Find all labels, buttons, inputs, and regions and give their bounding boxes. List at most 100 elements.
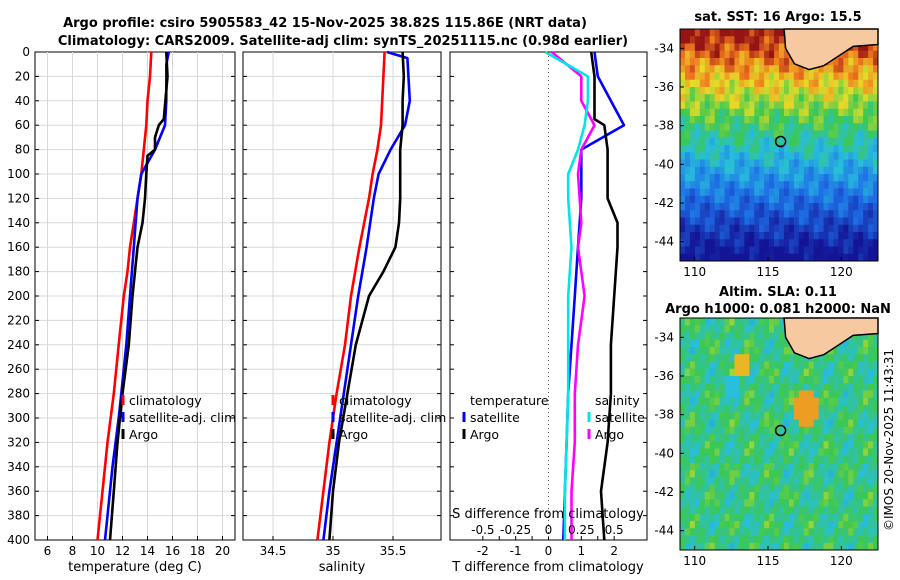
map-cell — [694, 253, 701, 262]
map-cell — [764, 405, 770, 413]
map-cell — [739, 354, 745, 362]
map-cell — [833, 224, 839, 233]
map-cell — [704, 29, 711, 37]
map-cell — [754, 477, 760, 486]
map-cell — [739, 159, 745, 168]
map-cell — [729, 426, 735, 435]
map-cell — [729, 441, 735, 449]
map-cell — [788, 94, 795, 102]
map-cell — [724, 87, 730, 95]
map-cell — [729, 65, 735, 73]
map-cell — [833, 535, 839, 544]
map-cell — [838, 101, 844, 110]
map-cell — [868, 174, 874, 182]
map-cell — [724, 137, 730, 146]
map-cell — [868, 477, 874, 486]
map-cell — [729, 412, 735, 420]
map-cell — [749, 535, 755, 544]
map-cell — [754, 36, 760, 44]
map-cell — [783, 232, 790, 240]
map-cell — [689, 368, 696, 377]
sst-map-title: sat. SST: 16 Argo: 15.5 — [694, 10, 861, 25]
map-cell — [754, 332, 760, 341]
map-cell — [808, 470, 815, 478]
map-cell — [798, 246, 805, 255]
map-cell — [828, 412, 834, 420]
map-cell — [803, 203, 810, 211]
map-cell — [759, 339, 765, 348]
map-cell — [843, 426, 849, 435]
map-cell — [714, 246, 720, 255]
sst-map: 110 115 120-34-36-38-40-42-44 — [654, 28, 879, 279]
map-cell — [724, 383, 730, 391]
map-cell — [853, 224, 859, 233]
map-cell — [779, 116, 785, 124]
map-cell — [833, 405, 839, 413]
map-cell — [694, 325, 701, 333]
map-cell — [818, 217, 824, 226]
map-cell — [734, 463, 740, 471]
map-cell — [684, 397, 691, 406]
map-cell — [719, 137, 725, 146]
map-cell — [803, 130, 810, 139]
map-cell — [774, 181, 780, 189]
map-cell — [813, 152, 819, 160]
map-cell — [689, 232, 696, 240]
map-cell — [838, 347, 844, 355]
map-cell — [694, 426, 701, 435]
map-cell — [749, 405, 755, 413]
map-cell — [704, 130, 711, 139]
map-cell — [813, 239, 819, 247]
map-cell — [764, 412, 770, 420]
map-cell — [863, 137, 869, 146]
map-cell — [779, 499, 785, 507]
map-cell — [684, 224, 691, 233]
map-cell — [779, 232, 785, 240]
map-cell — [813, 210, 819, 218]
map-cell — [694, 195, 701, 204]
map-cell — [689, 412, 696, 420]
map-cell — [843, 434, 849, 442]
map-cell — [779, 101, 785, 110]
map-cell — [759, 203, 765, 211]
map-cell — [699, 463, 706, 471]
map-cell — [813, 419, 819, 428]
legend-label: satellite — [595, 410, 645, 425]
map-cell — [749, 390, 755, 399]
map-cell — [774, 412, 780, 420]
map-cell — [739, 477, 745, 486]
map-cell — [709, 470, 716, 478]
map-cell — [838, 116, 844, 124]
map-cell — [818, 426, 824, 435]
map-cell — [853, 441, 859, 449]
map-cell — [873, 152, 879, 160]
map-cell — [798, 463, 805, 471]
map-cell — [729, 361, 735, 370]
map-cell — [769, 166, 775, 175]
map-cell — [803, 368, 810, 377]
map-cell — [848, 484, 854, 493]
map-cell — [769, 29, 775, 37]
map-cell — [793, 390, 800, 399]
map-cell — [774, 455, 780, 464]
map-cell — [754, 253, 760, 262]
map-cell — [793, 405, 800, 413]
map-cell — [680, 108, 686, 117]
map-cell — [694, 318, 701, 326]
map-cell — [828, 354, 834, 362]
map-cell — [739, 318, 745, 326]
x-tick-label: 20 — [215, 544, 230, 558]
map-cell — [858, 224, 864, 233]
map-cell — [734, 137, 740, 146]
map-cell — [873, 166, 879, 175]
title-line2: Climatology: CARS2009. Satellite-adj cli… — [58, 34, 628, 49]
map-cell — [863, 108, 869, 117]
map-cell — [853, 542, 859, 551]
map-cell — [764, 499, 770, 507]
map-cell — [774, 434, 780, 442]
map-cell — [788, 383, 795, 391]
map-cell — [680, 528, 686, 536]
map-cell — [853, 166, 859, 175]
map-cell — [709, 50, 716, 59]
map-cell — [759, 123, 765, 131]
